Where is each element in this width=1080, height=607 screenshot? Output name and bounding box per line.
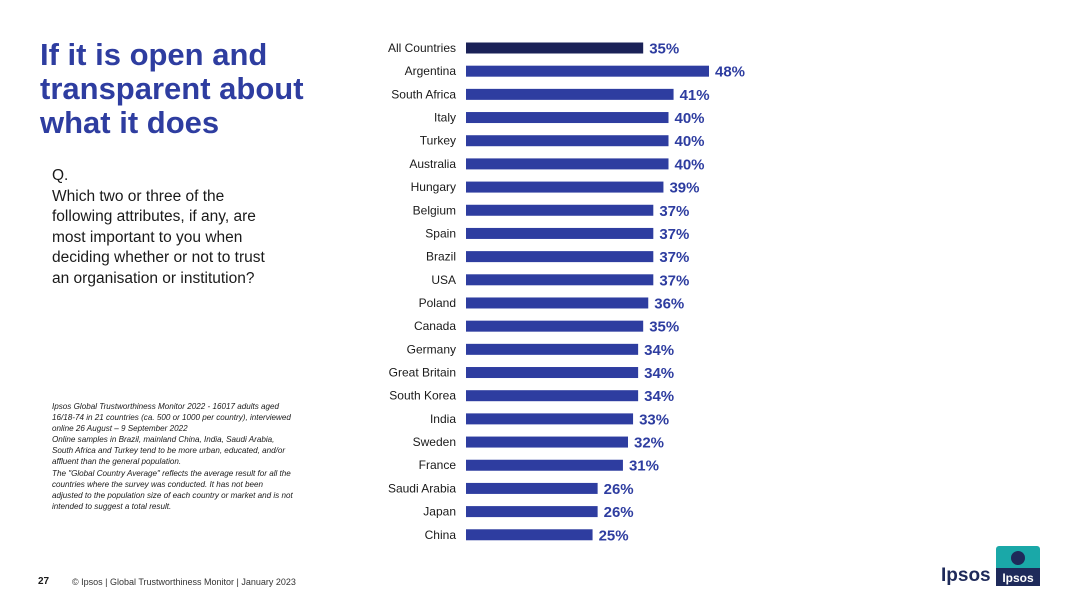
bar (466, 112, 669, 124)
bar (466, 413, 634, 425)
value-label: 31% (629, 458, 659, 475)
bar (466, 343, 639, 355)
title-line: what it does (40, 105, 220, 140)
footer-text: © Ipsos | Global Trustworthiness Monitor… (72, 577, 296, 587)
category-label: China (425, 528, 457, 542)
question-line: following attributes, if any, are (52, 208, 256, 226)
bar (466, 367, 639, 379)
category-label: France (419, 458, 457, 472)
value-label: 39% (669, 180, 699, 197)
value-label: 34% (644, 388, 674, 405)
page-number: 27 (38, 576, 50, 587)
category-label: Sweden (413, 435, 456, 449)
bar (466, 251, 654, 263)
category-label: Germany (407, 342, 456, 356)
category-label: All Countries (388, 41, 456, 55)
value-label: 32% (634, 435, 664, 452)
value-label: 34% (644, 365, 674, 382)
category-label: Canada (414, 319, 456, 333)
category-label: USA (431, 273, 456, 287)
notes-line: South Africa and Turkey tend to be more … (52, 446, 286, 456)
title-line: transparent about (40, 71, 304, 106)
bar (466, 297, 649, 309)
bar (466, 436, 628, 448)
question-line: Which two or three of the (52, 187, 225, 205)
methodology-notes: Ipsos Global Trustworthiness Monitor 202… (52, 401, 342, 512)
value-label: 40% (675, 133, 705, 150)
bar (466, 135, 669, 147)
title-line: If it is open and (40, 37, 268, 72)
survey-question: Q. Which two or three of the following a… (52, 166, 302, 290)
category-label: Turkey (420, 134, 456, 148)
page-title: If it is open and transparent about what… (40, 38, 360, 140)
question-line: deciding whether or not to trust (52, 249, 265, 267)
value-label: 34% (644, 342, 674, 359)
notes-line: online 26 August – 9 September 2022 (52, 424, 188, 434)
notes-line: adjusted to the population size of each … (52, 490, 293, 500)
bar (466, 529, 593, 541)
value-label: 40% (675, 156, 705, 173)
category-label: South Africa (391, 87, 456, 101)
notes-line: Ipsos Global Trustworthiness Monitor 202… (52, 402, 280, 411)
notes-line: 16/18-74 in 21 countries (ca. 500 or 100… (52, 413, 291, 423)
question-line: an organisation or institution? (52, 269, 255, 287)
category-label: Brazil (426, 250, 456, 264)
notes-line: Online samples in Brazil, mainland China… (52, 435, 275, 445)
bar (466, 227, 654, 239)
category-label: Japan (423, 505, 456, 519)
bar (466, 459, 623, 471)
bar (466, 158, 669, 170)
bar (466, 204, 654, 216)
category-label: Great Britain (389, 366, 456, 380)
bar (466, 42, 644, 54)
bar (466, 506, 598, 518)
value-label: 26% (604, 504, 634, 521)
bar (466, 320, 644, 332)
bar (466, 274, 654, 286)
ipsos-logo-icon: Ipsos (996, 546, 1040, 586)
question-line: most important to you when (52, 228, 243, 246)
value-label: 26% (604, 481, 634, 498)
value-label: 36% (654, 295, 684, 312)
category-label: Italy (434, 111, 456, 125)
bar (466, 181, 664, 193)
bar (466, 390, 639, 402)
value-label: 48% (715, 64, 745, 81)
value-label: 37% (659, 203, 689, 220)
category-label: Hungary (411, 180, 456, 194)
category-label: Argentina (405, 64, 457, 78)
bar (466, 482, 598, 494)
category-label: Australia (409, 157, 456, 171)
value-label: 35% (649, 41, 679, 58)
value-label: 33% (639, 411, 669, 428)
value-label: 35% (649, 319, 679, 336)
notes-line: countries where the survey was conducted… (52, 479, 264, 489)
bar (466, 88, 674, 100)
category-label: Poland (419, 296, 456, 310)
category-label: Belgium (413, 203, 456, 217)
ipsos-wordmark: Ipsos (941, 565, 991, 586)
value-label: 37% (659, 249, 689, 266)
value-label: 25% (599, 527, 629, 544)
notes-line: intended to suggest a total result. (52, 501, 172, 511)
category-label: Saudi Arabia (388, 481, 456, 495)
bar (466, 65, 709, 77)
question-line: Q. (52, 167, 69, 184)
notes-line: affluent than the general population. (52, 457, 182, 467)
category-label: India (430, 412, 456, 426)
value-label: 37% (659, 272, 689, 289)
category-label: South Korea (389, 389, 456, 403)
category-label: Spain (425, 226, 456, 240)
svg-text:Ipsos: Ipsos (1002, 571, 1034, 585)
value-label: 41% (680, 87, 710, 104)
notes-line: The "Global Country Average" reflects th… (52, 468, 291, 478)
value-label: 40% (675, 110, 705, 127)
value-label: 37% (659, 226, 689, 243)
